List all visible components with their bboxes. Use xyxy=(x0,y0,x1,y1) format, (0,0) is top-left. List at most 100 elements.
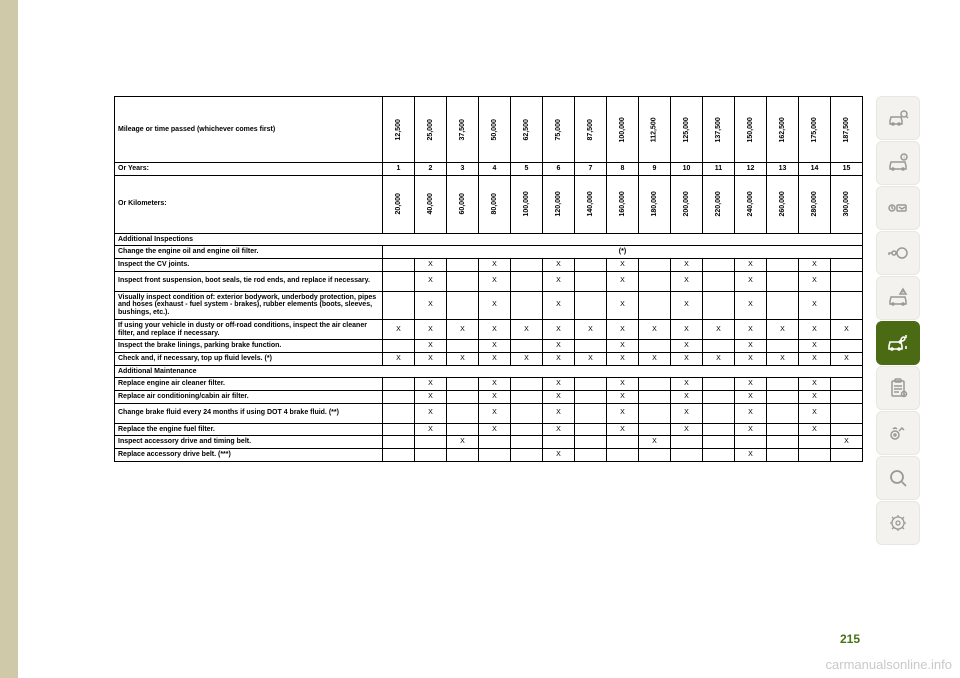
row-4-col-12: X xyxy=(767,319,799,339)
row-4-col-14: X xyxy=(831,319,863,339)
row-4-col-11: X xyxy=(735,319,767,339)
row-6-col-5: X xyxy=(543,352,575,365)
row-2-col-2 xyxy=(447,271,479,291)
row-7-col-0 xyxy=(383,378,415,391)
row-7-col-9: X xyxy=(671,378,703,391)
info-icon[interactable]: i xyxy=(876,141,920,185)
row-11-col-7 xyxy=(607,436,639,449)
row-6-col-9: X xyxy=(671,352,703,365)
row-4-col-8: X xyxy=(639,319,671,339)
header-year-0: 1 xyxy=(383,163,415,176)
header-km-14: 300,000 xyxy=(831,175,863,233)
header-miles-8: 112,500 xyxy=(639,97,671,163)
row-11-col-6 xyxy=(575,436,607,449)
row-8-col-13: X xyxy=(799,390,831,403)
row-3-label: Visually inspect condition of: exterior … xyxy=(115,291,383,319)
header-km-6: 140,000 xyxy=(575,175,607,233)
car-search-icon[interactable] xyxy=(876,96,920,140)
row-10-col-9: X xyxy=(671,423,703,436)
row-12-col-5: X xyxy=(543,449,575,462)
row-8-col-0 xyxy=(383,390,415,403)
header-km-11: 240,000 xyxy=(735,175,767,233)
row-5-col-11: X xyxy=(735,340,767,353)
row-5-col-4 xyxy=(511,340,543,353)
row-6-col-13: X xyxy=(799,352,831,365)
car-wrench-icon[interactable] xyxy=(876,321,920,365)
row-12-col-2 xyxy=(447,449,479,462)
header-km-8: 180,000 xyxy=(639,175,671,233)
row-4-col-7: X xyxy=(607,319,639,339)
row-2-col-6 xyxy=(575,271,607,291)
row-3-col-9: X xyxy=(671,291,703,319)
row-6-col-11: X xyxy=(735,352,767,365)
header-miles-11: 150,000 xyxy=(735,97,767,163)
media-icon[interactable] xyxy=(876,411,920,455)
header-miles-12: 162,500 xyxy=(767,97,799,163)
row-4-label: If using your vehicle in dusty or off-ro… xyxy=(115,319,383,339)
section-inspections: Additional Inspections xyxy=(115,233,863,246)
row-3-col-6 xyxy=(575,291,607,319)
row-1-col-8 xyxy=(639,259,671,272)
magnifier-icon[interactable] xyxy=(876,456,920,500)
row-9-col-13: X xyxy=(799,403,831,423)
header-km-4: 100,000 xyxy=(511,175,543,233)
row-1-col-13: X xyxy=(799,259,831,272)
row-0-note: (*) xyxy=(383,246,863,259)
row-7-col-5: X xyxy=(543,378,575,391)
row-3-col-3: X xyxy=(479,291,511,319)
header-miles-3: 50,000 xyxy=(479,97,511,163)
header-title: Mileage or time passed (whichever comes … xyxy=(115,97,383,163)
header-year-6: 7 xyxy=(575,163,607,176)
row-5-col-13: X xyxy=(799,340,831,353)
header-year-12: 13 xyxy=(767,163,799,176)
row-5-col-9: X xyxy=(671,340,703,353)
row-3-col-11: X xyxy=(735,291,767,319)
gear-abc-icon[interactable] xyxy=(876,501,920,545)
row-11-col-2: X xyxy=(447,436,479,449)
row-12-col-9 xyxy=(671,449,703,462)
row-12-col-0 xyxy=(383,449,415,462)
row-0-label: Change the engine oil and engine oil fil… xyxy=(115,246,383,259)
row-11-col-3 xyxy=(479,436,511,449)
header-year-11: 12 xyxy=(735,163,767,176)
row-10-col-14 xyxy=(831,423,863,436)
row-1-col-1: X xyxy=(415,259,447,272)
car-warning-icon[interactable] xyxy=(876,276,920,320)
row-9-col-8 xyxy=(639,403,671,423)
row-9-col-9: X xyxy=(671,403,703,423)
header-year-13: 14 xyxy=(799,163,831,176)
row-3-col-13: X xyxy=(799,291,831,319)
row-12-col-3 xyxy=(479,449,511,462)
row-9-col-2 xyxy=(447,403,479,423)
row-11-col-11 xyxy=(735,436,767,449)
row-11-col-14: X xyxy=(831,436,863,449)
row-8-col-8 xyxy=(639,390,671,403)
header-km-10: 220,000 xyxy=(703,175,735,233)
row-10-col-4 xyxy=(511,423,543,436)
clipboard-icon[interactable] xyxy=(876,366,920,410)
row-8-label: Replace air conditioning/cabin air filte… xyxy=(115,390,383,403)
header-km-5: 120,000 xyxy=(543,175,575,233)
row-3-col-12 xyxy=(767,291,799,319)
row-11-col-9 xyxy=(671,436,703,449)
row-5-col-2 xyxy=(447,340,479,353)
header-year-2: 3 xyxy=(447,163,479,176)
row-7-col-4 xyxy=(511,378,543,391)
row-7-col-2 xyxy=(447,378,479,391)
row-1-col-6 xyxy=(575,259,607,272)
row-8-col-2 xyxy=(447,390,479,403)
row-2-col-14 xyxy=(831,271,863,291)
dashboard-icon[interactable] xyxy=(876,186,920,230)
header-year-1: 2 xyxy=(415,163,447,176)
row-1-col-12 xyxy=(767,259,799,272)
row-2-col-4 xyxy=(511,271,543,291)
row-10-col-7: X xyxy=(607,423,639,436)
header-year-3: 4 xyxy=(479,163,511,176)
key-icon[interactable] xyxy=(876,231,920,275)
row-11-col-10 xyxy=(703,436,735,449)
row-4-col-4: X xyxy=(511,319,543,339)
row-4-col-13: X xyxy=(799,319,831,339)
row-1-col-7: X xyxy=(607,259,639,272)
row-6-col-2: X xyxy=(447,352,479,365)
row-5-col-10 xyxy=(703,340,735,353)
